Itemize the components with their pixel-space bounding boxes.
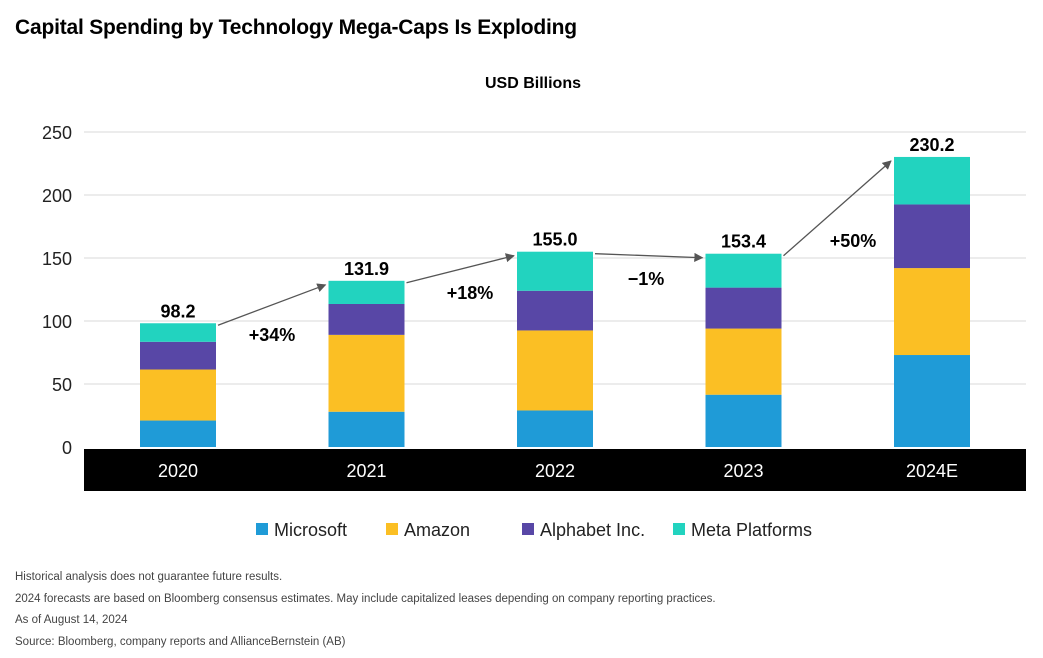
legend-swatch: [386, 523, 398, 535]
growth-label: +18%: [447, 283, 494, 303]
footnote-source: Source: Bloomberg, company reports and A…: [15, 635, 346, 648]
growth-arrow: [783, 160, 892, 257]
x-tick-label: 2022: [535, 461, 575, 481]
bar-segment: [328, 280, 405, 304]
bar-segment: [328, 334, 405, 412]
bar-segment: [894, 268, 970, 356]
legend-label: Alphabet Inc.: [540, 520, 645, 540]
bar-segment: [140, 420, 216, 447]
bar-segment: [705, 394, 782, 447]
x-tick-label: 2020: [158, 461, 198, 481]
bar-total-label: 98.2: [160, 301, 195, 321]
footnote-disclaimer: Historical analysis does not guarantee f…: [15, 571, 283, 583]
bar-segment: [705, 328, 782, 395]
stacked-bar-chart: USD Billions 0 50 100 150 200 250 2020 2021 202…: [42, 75, 1026, 540]
x-axis-band: [84, 449, 1026, 491]
chart-title: Capital Spending by Technology Mega-Caps…: [15, 16, 577, 39]
growth-label: +50%: [830, 231, 877, 251]
y-tick-label: 200: [42, 186, 72, 206]
bar-segment: [517, 410, 593, 447]
growth-arrow: [594, 252, 704, 262]
growth-arrow: [406, 253, 515, 284]
legend-swatch: [522, 523, 534, 535]
growth-label: +34%: [249, 325, 296, 345]
x-tick-label: 2024E: [906, 461, 958, 481]
bar-segment: [517, 330, 593, 411]
bar-total-label: 230.2: [909, 135, 954, 155]
bar-segment: [140, 369, 216, 421]
bar-segment: [140, 341, 216, 370]
chart-subtitle: USD Billions: [485, 75, 581, 92]
legend-label: Amazon: [404, 520, 470, 540]
bar-segment: [140, 323, 216, 342]
legend-label: Meta Platforms: [691, 520, 812, 540]
legend-swatch: [256, 523, 268, 535]
footnote-date: As of August 14, 2024: [15, 614, 128, 626]
bar-total-label: 153.4: [721, 232, 766, 252]
y-tick-label: 50: [52, 375, 72, 395]
bar-total-label: 155.0: [532, 230, 577, 250]
bar-total-label: 131.9: [344, 259, 389, 279]
y-tick-label: 250: [42, 123, 72, 143]
bar-segment: [894, 355, 970, 447]
bar-segment: [894, 156, 970, 205]
growth-label: −1%: [628, 269, 665, 289]
bar-segment: [517, 290, 593, 331]
y-tick-label: 150: [42, 249, 72, 269]
x-tick-label: 2023: [723, 461, 763, 481]
footnotes: Historical analysis does not guarantee f…: [15, 567, 716, 653]
y-tick-label: 100: [42, 312, 72, 332]
legend-swatch: [673, 523, 685, 535]
x-tick-label: 2021: [346, 461, 386, 481]
bar-segment: [328, 411, 405, 447]
growth-arrow: [217, 283, 327, 326]
bar-segment: [328, 303, 405, 335]
bar-segment: [894, 204, 970, 269]
legend-label: Microsoft: [274, 520, 347, 540]
footnote-forecast: 2024 forecasts are based on Bloomberg co…: [15, 592, 716, 605]
bar-segment: [705, 287, 782, 329]
y-tick-label: 0: [62, 438, 72, 458]
bar-segment: [517, 251, 593, 291]
bar-segment: [705, 253, 782, 288]
